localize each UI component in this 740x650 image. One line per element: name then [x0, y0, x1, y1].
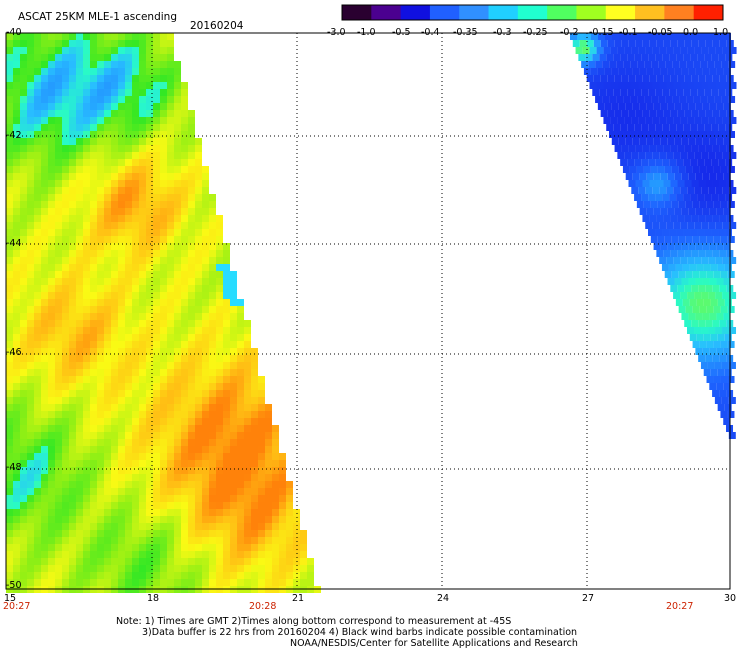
- lon-label: 21: [292, 593, 305, 604]
- colorbar-segment: [400, 5, 431, 20]
- colorbar-segment: [429, 5, 460, 20]
- right-swath: [570, 33, 737, 439]
- lon-label: 27: [582, 593, 595, 604]
- colorbar-label: 1.0: [713, 27, 729, 38]
- colorbar-label: -0.35: [453, 27, 478, 38]
- time-label: 20:28: [249, 601, 277, 612]
- time-label: 20:27: [666, 601, 694, 612]
- colorbar-segment: [547, 5, 577, 20]
- colorbar-label: -0.5: [392, 27, 411, 38]
- colorbar-label: -0.25: [523, 27, 548, 38]
- map-frame: [5, 32, 731, 590]
- colorbar-segment: [488, 5, 519, 20]
- colorbar-segment: [605, 5, 636, 20]
- lon-label: 24: [437, 593, 450, 604]
- colorbar-segment: [664, 5, 695, 20]
- colorbar-label: -0.1: [619, 27, 638, 38]
- colorbar-label: -0.05: [648, 27, 673, 38]
- lat-label: -50: [6, 580, 22, 591]
- date-label: 20160204: [190, 20, 244, 32]
- footnote-line: NOAA/NESDIS/Center for Satellite Applica…: [290, 638, 578, 649]
- lat-label: -44: [6, 238, 22, 249]
- colorbar-segment: [342, 5, 372, 20]
- lat-label: -42: [6, 130, 22, 141]
- page-title: ASCAT 25KM MLE-1 ascending: [18, 11, 177, 23]
- colorbar-label: 0.0: [683, 27, 699, 38]
- colorbar-segment: [576, 5, 607, 20]
- left-swath: [6, 33, 321, 593]
- colorbar-segment: [459, 5, 490, 20]
- lat-label: -48: [6, 462, 22, 473]
- footnote-line: 3)Data buffer is 22 hrs from 20160204 4)…: [142, 627, 578, 638]
- colorbar-segment: [693, 5, 724, 20]
- colorbar: [341, 4, 724, 21]
- lat-label: -40: [6, 27, 22, 38]
- graticule: [6, 33, 730, 589]
- footnote-line: Note: 1) Times are GMT 2)Times along bot…: [116, 616, 512, 627]
- colorbar-segment: [517, 5, 548, 20]
- colorbar-segment: [635, 5, 665, 20]
- lat-label: -46: [6, 347, 22, 358]
- time-label: 20:27: [3, 601, 31, 612]
- colorbar-label: -1.0: [357, 27, 376, 38]
- colorbar-label: -3.0: [327, 27, 346, 38]
- lon-label: 15: [4, 593, 17, 604]
- colorbar-segment: [371, 5, 402, 20]
- colorbar-label: -0.15: [589, 27, 614, 38]
- colorbar-label: -0.2: [560, 27, 579, 38]
- lon-label: 18: [147, 593, 160, 604]
- colorbar-label: -0.4: [421, 27, 440, 38]
- lon-label: 30: [724, 593, 737, 604]
- colorbar-label: -0.3: [493, 27, 512, 38]
